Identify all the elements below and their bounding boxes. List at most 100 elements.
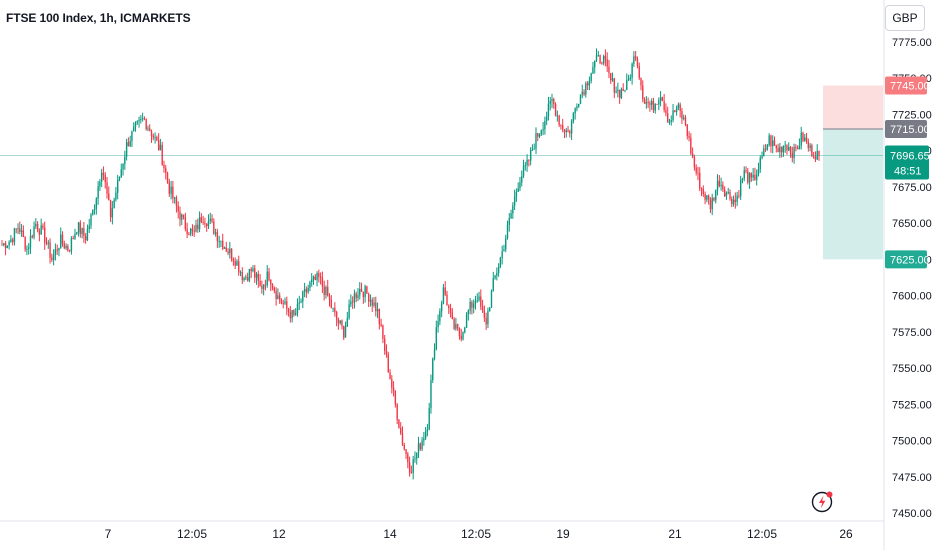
candle-body <box>207 220 210 227</box>
candle-body <box>124 156 126 164</box>
candle-body <box>195 224 197 232</box>
candle-body <box>668 121 671 123</box>
candle-body <box>369 299 372 302</box>
candle-body <box>173 197 176 199</box>
y-tick-label: 7575.00 <box>892 327 932 339</box>
candle-body <box>332 307 334 309</box>
candle-body <box>686 124 688 136</box>
candle-body <box>489 307 491 311</box>
candle-body <box>282 303 284 305</box>
candle-body <box>638 66 640 78</box>
candle-body <box>519 182 521 189</box>
candle-body <box>54 249 57 256</box>
candle-body <box>387 354 389 373</box>
candle-body <box>252 268 254 272</box>
candle-body <box>141 118 144 120</box>
candle-body <box>437 321 439 328</box>
candle-body <box>223 247 226 249</box>
candle-body <box>809 145 811 148</box>
candle-body <box>389 372 391 380</box>
candle-body <box>17 228 19 230</box>
candle-body <box>713 197 715 201</box>
candle-body <box>248 268 251 281</box>
candle-body <box>348 304 350 319</box>
candle-body <box>540 130 543 135</box>
candle-body <box>168 182 171 194</box>
candle-body <box>95 198 98 209</box>
candle-body <box>72 238 74 239</box>
candle-body <box>67 245 69 251</box>
candle-body <box>318 273 320 277</box>
currency-button[interactable]: GBP <box>885 5 925 31</box>
candle-body <box>410 472 413 474</box>
entry-badge-bg <box>885 119 927 138</box>
candle-body <box>517 188 519 192</box>
candle-body <box>170 186 172 194</box>
candle-body <box>65 245 67 249</box>
candle-body <box>97 186 99 199</box>
candle-body <box>784 145 786 147</box>
candle-body <box>777 148 779 153</box>
candle-body <box>551 99 553 102</box>
candle-body <box>435 327 438 350</box>
candle-body <box>709 199 712 210</box>
candle-body <box>68 250 71 252</box>
candle-body <box>761 155 763 158</box>
candle-body <box>654 103 656 111</box>
last-price-countdown: 48:51 <box>894 166 922 178</box>
candle-body <box>481 306 484 311</box>
stop-loss-zone <box>823 85 883 129</box>
candle-body <box>756 174 758 180</box>
candle-body <box>259 280 261 286</box>
candle-body <box>513 196 516 206</box>
candle-body <box>533 148 535 150</box>
candle-body <box>818 150 820 156</box>
candle-body <box>198 217 201 230</box>
candle-body <box>538 134 541 137</box>
candle-body <box>382 325 384 339</box>
candle-body <box>788 146 790 151</box>
candle-body <box>191 228 194 231</box>
candle-body <box>270 279 272 285</box>
candle-body <box>154 137 156 138</box>
candle-body <box>480 296 482 307</box>
candle-body <box>759 157 761 170</box>
candle-body <box>38 230 41 235</box>
candle-body <box>115 192 117 200</box>
candle-body <box>768 135 770 146</box>
bolt-icon[interactable] <box>810 489 836 515</box>
y-tick-label: 7725.00 <box>892 109 932 121</box>
candle-body <box>197 224 199 230</box>
candle-body <box>442 287 445 304</box>
candle-body <box>254 268 256 278</box>
candle-body <box>102 172 105 175</box>
candle-body <box>262 284 265 289</box>
candle-body <box>718 180 721 186</box>
candle-body <box>624 90 626 91</box>
candle-body <box>58 248 60 251</box>
candle-body <box>300 301 302 303</box>
candle-body <box>672 110 674 121</box>
candle-body <box>145 119 147 130</box>
candle-body <box>40 225 42 235</box>
candle-body <box>234 261 236 266</box>
candle-body <box>309 282 311 289</box>
candle-body <box>353 293 356 303</box>
candle-body <box>699 172 701 189</box>
candle-body <box>405 449 407 454</box>
candle-body <box>138 119 140 122</box>
candle-body <box>675 108 678 112</box>
candle-body <box>610 73 612 81</box>
candle-body <box>798 145 801 150</box>
candle-body <box>757 169 760 175</box>
candle-body <box>49 242 51 258</box>
candle-body <box>133 127 135 132</box>
candle-body <box>715 190 717 201</box>
candle-body <box>640 77 642 86</box>
candle-body <box>350 301 352 305</box>
candle-body <box>323 286 325 295</box>
candle-body <box>268 271 270 280</box>
candle-body <box>537 133 539 137</box>
